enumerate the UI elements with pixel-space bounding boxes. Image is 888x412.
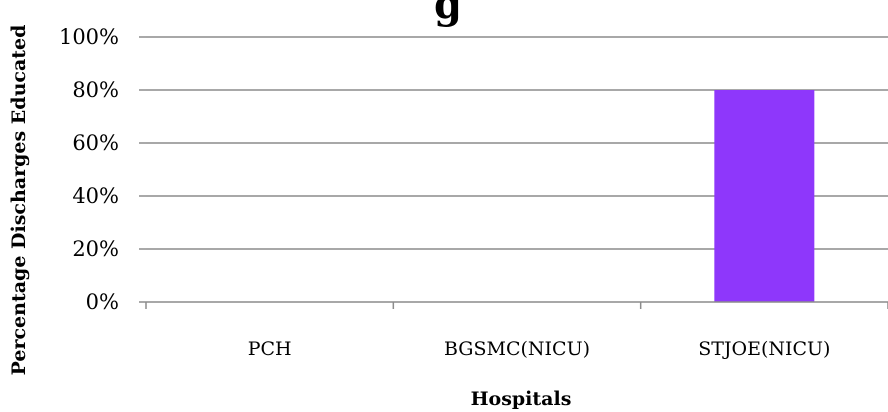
x-category-label: STJOE(NICU): [698, 338, 830, 360]
x-axis: [145, 301, 888, 309]
y-tick-label: 20%: [72, 237, 119, 261]
y-tick-label: 100%: [59, 25, 119, 49]
y-tick-label: 40%: [72, 184, 119, 208]
y-axis-title: Percentage Discharges Educated: [8, 25, 30, 376]
y-tick-label: 60%: [72, 131, 119, 155]
x-axis-category-labels: PCH BGSMC(NICU) STJOE(NICU): [248, 338, 831, 360]
bars: [714, 90, 815, 302]
x-category-label: BGSMC(NICU): [444, 338, 590, 360]
y-tick-label: 80%: [72, 78, 119, 102]
y-axis-ticks: 0% 20% 40% 60% 80% 100%: [59, 25, 146, 314]
x-category-label: PCH: [248, 338, 292, 360]
x-axis-title: Hospitals: [471, 388, 572, 410]
bar-stjoe-nicu-: [714, 90, 815, 302]
y-tick-label: 0%: [86, 290, 119, 314]
chart-title: g: [434, 0, 462, 28]
